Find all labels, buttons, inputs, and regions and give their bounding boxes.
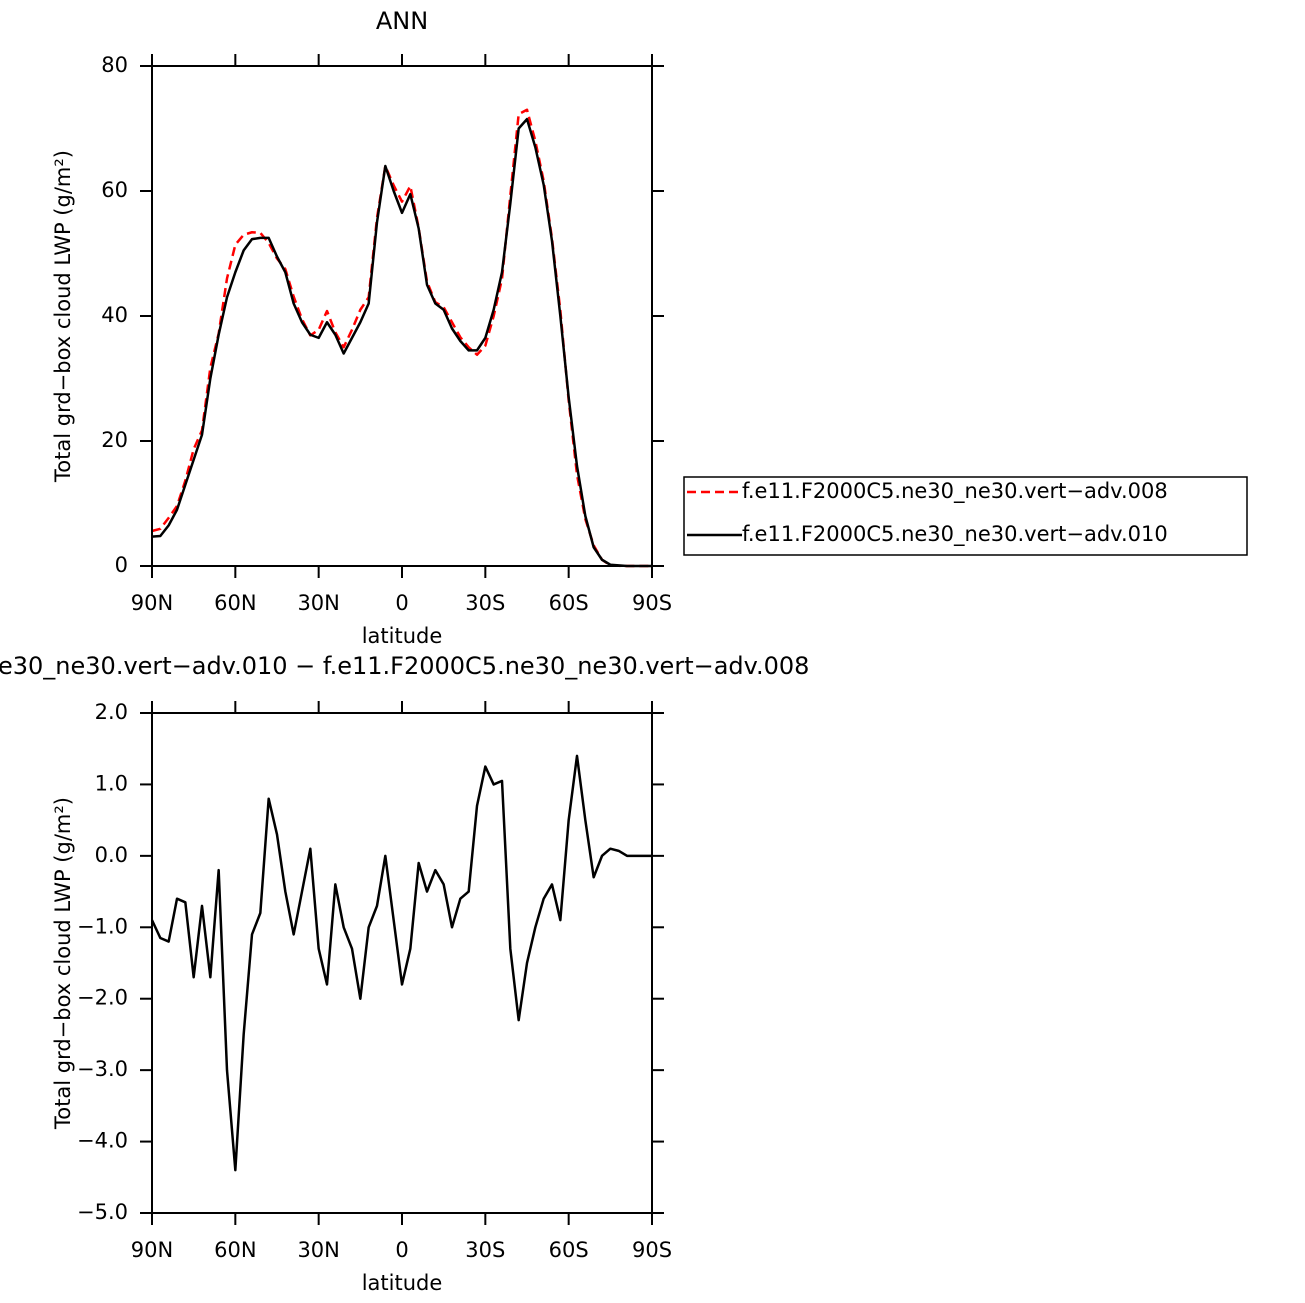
series-line bbox=[150, 754, 652, 1172]
x-tick-label: 30N bbox=[297, 591, 339, 615]
x-tick-label: 30N bbox=[297, 1238, 339, 1262]
y-tick-label: −5.0 bbox=[77, 1200, 128, 1224]
x-tick-label: 30S bbox=[465, 591, 505, 615]
series-line bbox=[151, 108, 652, 568]
legend-box bbox=[683, 476, 1248, 556]
plot-frame bbox=[151, 65, 653, 567]
y-tick-label: −3.0 bbox=[77, 1057, 128, 1081]
y-tick-label: −2.0 bbox=[77, 986, 128, 1010]
x-tick-label: 90N bbox=[131, 1238, 173, 1262]
y-tick-label: −4.0 bbox=[77, 1129, 128, 1153]
y-tick-label: 40 bbox=[101, 303, 128, 327]
y-tick-label: −1.0 bbox=[77, 914, 128, 938]
y-tick-label: 80 bbox=[101, 53, 128, 77]
x-axis-label: latitude bbox=[362, 1271, 443, 1295]
y-tick-label: 0.0 bbox=[95, 843, 128, 867]
legend-label: f.e11.F2000C5.ne30_ne30.vert−adv.008 bbox=[742, 479, 1168, 504]
chart-title: ANN bbox=[376, 7, 428, 35]
y-tick-label: 2.0 bbox=[95, 700, 128, 724]
x-tick-label: 60S bbox=[549, 1238, 589, 1262]
y-tick-label: 60 bbox=[101, 178, 128, 202]
x-axis-label: latitude bbox=[362, 624, 443, 648]
x-tick-label: 0 bbox=[395, 1238, 408, 1262]
series-line bbox=[151, 117, 652, 568]
x-tick-label: 90N bbox=[131, 591, 173, 615]
y-axis-label: Total grd−box cloud LWP (g/m²) bbox=[51, 797, 75, 1130]
x-tick-label: 60N bbox=[214, 591, 256, 615]
plot-frame bbox=[151, 712, 653, 1214]
x-tick-label: 30S bbox=[465, 1238, 505, 1262]
x-tick-label: 90S bbox=[632, 1238, 672, 1262]
y-tick-label: 0 bbox=[115, 553, 128, 577]
x-tick-label: 60S bbox=[549, 591, 589, 615]
chart-title: e30_ne30.vert−adv.010 − f.e11.F2000C5.ne… bbox=[0, 652, 809, 680]
x-tick-label: 0 bbox=[395, 591, 408, 615]
y-tick-label: 1.0 bbox=[95, 771, 128, 795]
x-tick-label: 60N bbox=[214, 1238, 256, 1262]
y-axis-label: Total grd−box cloud LWP (g/m²) bbox=[51, 150, 75, 483]
x-tick-label: 90S bbox=[632, 591, 672, 615]
y-tick-label: 20 bbox=[101, 428, 128, 452]
legend-label: f.e11.F2000C5.ne30_ne30.vert−adv.010 bbox=[742, 522, 1168, 547]
